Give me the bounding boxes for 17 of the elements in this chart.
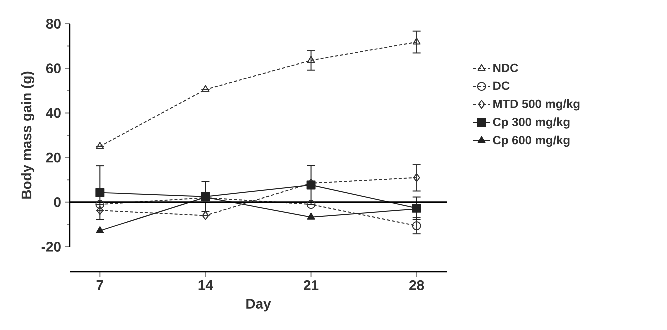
legend-label: MTD 500 mg/kg	[494, 100, 580, 111]
legend-label: NDC	[494, 64, 518, 72]
x-tick-label: 21	[304, 280, 319, 290]
x-tick-label: 14	[198, 280, 214, 290]
y-tick-label: 80	[46, 19, 61, 29]
x-tick-label: 7	[96, 280, 104, 290]
legend-label: Cp 600 mg/kg	[493, 136, 570, 147]
x-axis-title: Day	[246, 299, 272, 312]
legend-label: DC	[494, 82, 510, 90]
y-tick-label: 0	[54, 197, 61, 208]
y-tick-label: 40	[46, 108, 61, 118]
y-axis-title: Body mass gain (g)	[21, 72, 34, 199]
x-tick-label: 28	[410, 280, 424, 290]
legend-label: Cp 300 mg/kg	[493, 118, 570, 129]
y-tick-label: 20	[46, 152, 61, 163]
y-tick-label: 60	[46, 64, 61, 74]
y-tick-label: -20	[42, 242, 61, 252]
